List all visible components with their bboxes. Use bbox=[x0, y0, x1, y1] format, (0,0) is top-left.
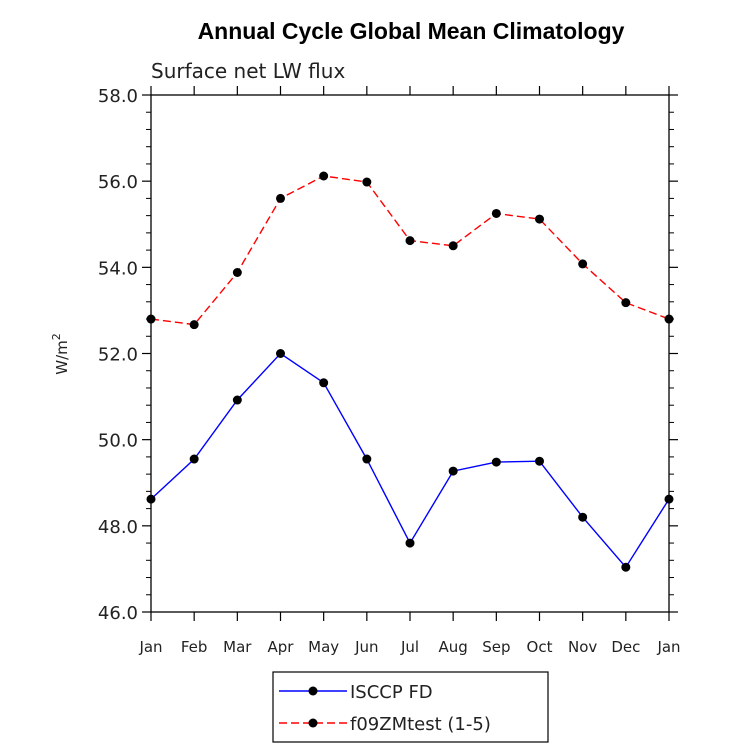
data-point bbox=[491, 457, 501, 467]
legend-marker bbox=[308, 686, 318, 696]
data-point bbox=[535, 456, 544, 466]
legend-label: f09ZMtest (1-5) bbox=[350, 714, 491, 735]
data-point bbox=[146, 314, 156, 324]
data-point bbox=[319, 171, 329, 181]
data-point bbox=[448, 466, 458, 476]
y-axis-label-superscript: 2 bbox=[50, 333, 63, 340]
x-tick-label: Jun bbox=[354, 638, 378, 656]
chart-title: Annual Cycle Global Mean Climatology bbox=[198, 18, 625, 44]
data-point bbox=[621, 562, 631, 572]
y-axis-label-base: W/m bbox=[53, 340, 71, 375]
series-layer bbox=[146, 171, 674, 572]
data-point bbox=[232, 395, 242, 405]
x-tick-label: Feb bbox=[181, 638, 208, 656]
data-point bbox=[578, 512, 588, 522]
y-tick-label: 48.0 bbox=[98, 517, 138, 538]
data-point bbox=[664, 314, 674, 324]
x-tick-label: Sep bbox=[482, 638, 510, 656]
data-point bbox=[276, 349, 285, 358]
series-2 bbox=[146, 171, 674, 330]
y-axis-label: W/m2 bbox=[50, 333, 71, 375]
y-tick-label: 56.0 bbox=[98, 172, 138, 193]
x-tick-label: Apr bbox=[268, 638, 295, 656]
data-point bbox=[578, 259, 588, 269]
data-point bbox=[146, 494, 156, 504]
data-point bbox=[621, 298, 631, 308]
series-line bbox=[150, 175, 670, 326]
data-point bbox=[448, 241, 458, 251]
x-tick-label: Oct bbox=[527, 638, 553, 656]
y-tick-label: 58.0 bbox=[98, 86, 138, 107]
data-point bbox=[405, 236, 415, 246]
x-tick-label: Dec bbox=[611, 638, 640, 656]
x-tick-label: May bbox=[308, 638, 339, 656]
legend-box bbox=[272, 671, 549, 743]
legend: ISCCP FD f09ZMtest (1-5) bbox=[272, 671, 549, 743]
y-tick-label: 54.0 bbox=[98, 258, 138, 279]
data-point bbox=[362, 454, 372, 464]
data-point bbox=[189, 320, 199, 330]
y-tick-label: 52.0 bbox=[98, 345, 138, 366]
data-point bbox=[319, 378, 329, 388]
data-point bbox=[276, 193, 285, 203]
data-point bbox=[189, 454, 199, 464]
plot-frame bbox=[150, 94, 670, 613]
chart-subtitle: Surface net LW flux bbox=[151, 59, 345, 83]
legend-marker bbox=[308, 718, 318, 728]
data-point bbox=[405, 538, 415, 548]
data-point bbox=[535, 214, 544, 224]
axes: 46.0 48.0 50.0 52.0 54.0 56.0 58.0 Jan Feb Mar Apr… bbox=[50, 86, 681, 656]
x-tick-label: Jan bbox=[138, 638, 162, 656]
series-1 bbox=[146, 349, 674, 572]
x-tick-label: Jul bbox=[400, 638, 419, 656]
legend-label: ISCCP FD bbox=[350, 682, 433, 703]
data-point bbox=[232, 268, 242, 278]
data-point bbox=[491, 208, 501, 218]
series-line bbox=[150, 352, 670, 569]
data-point bbox=[664, 494, 674, 504]
y-tick-label: 50.0 bbox=[98, 431, 138, 452]
data-point bbox=[362, 177, 372, 187]
x-tick-label: Mar bbox=[223, 638, 252, 656]
x-tick-label: Nov bbox=[568, 638, 597, 656]
x-tick-label: Aug bbox=[439, 638, 468, 656]
y-tick-label: 46.0 bbox=[98, 603, 138, 624]
x-tick-label: Jan bbox=[656, 638, 680, 656]
